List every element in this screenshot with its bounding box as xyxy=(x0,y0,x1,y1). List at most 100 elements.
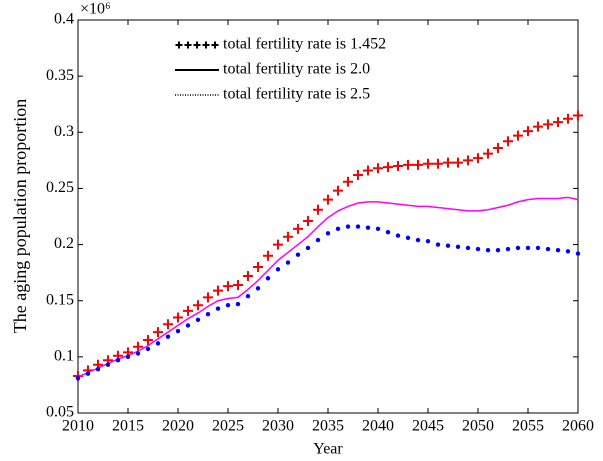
dot-marker xyxy=(435,242,441,247)
plus-marker xyxy=(283,231,293,242)
plus-marker xyxy=(453,157,463,168)
plus-marker xyxy=(323,194,333,205)
dot-marker xyxy=(105,362,111,367)
plus-marker xyxy=(473,153,483,164)
plus-marker xyxy=(543,119,553,130)
legend-label: total fertility rate is 1.452 xyxy=(223,36,386,53)
plus-marker xyxy=(293,223,303,234)
dot-marker xyxy=(385,230,391,235)
plus-marker xyxy=(173,312,183,323)
dot-marker xyxy=(195,317,201,323)
dot-marker xyxy=(495,247,501,253)
dot-marker xyxy=(115,358,121,363)
dot-marker xyxy=(135,351,141,356)
dot-marker xyxy=(375,226,381,232)
dot-marker xyxy=(545,246,551,252)
plus-marker xyxy=(533,121,543,132)
plus-marker xyxy=(263,250,273,261)
plus-marker xyxy=(443,157,453,168)
dot-marker xyxy=(325,231,331,236)
plus-marker xyxy=(333,185,343,196)
dot-marker xyxy=(165,334,171,339)
plus-marker xyxy=(573,110,583,121)
dot-marker xyxy=(535,245,541,251)
plus-marker xyxy=(253,262,263,273)
dot-marker xyxy=(265,276,271,281)
plus-marker xyxy=(503,136,513,147)
y-tick-label: 0.2 xyxy=(54,235,74,252)
x-tick-label: 2040 xyxy=(362,418,394,435)
plus-marker xyxy=(143,335,153,346)
dot-marker xyxy=(405,235,411,241)
plus-marker xyxy=(203,292,213,303)
dot-marker xyxy=(155,341,161,346)
plus-marker xyxy=(153,327,163,338)
y-tick-label: 0.4 xyxy=(54,11,74,28)
plus-marker xyxy=(243,271,253,282)
dot-marker xyxy=(345,224,351,229)
dot-marker xyxy=(465,245,471,251)
dot-marker xyxy=(425,239,431,244)
plot-frame xyxy=(77,19,579,414)
plus-marker xyxy=(353,169,363,180)
legend-marker xyxy=(184,41,192,49)
y-tick-label: 0.25 xyxy=(46,179,74,196)
dot-marker xyxy=(305,245,311,251)
x-tick-label: 2010 xyxy=(62,418,94,435)
dot-marker xyxy=(215,306,221,311)
dot-marker xyxy=(255,286,261,291)
dot-marker xyxy=(275,267,281,272)
plus-marker xyxy=(423,158,433,169)
dot-marker xyxy=(505,246,511,252)
plus-marker xyxy=(563,113,573,124)
plus-marker xyxy=(553,117,563,128)
y-tick-label: 0.35 xyxy=(46,67,74,84)
dot-marker xyxy=(455,244,461,250)
dot-marker xyxy=(125,354,131,360)
y-tick-label: 0.3 xyxy=(54,123,74,140)
dot-marker xyxy=(75,375,81,381)
plus-marker xyxy=(483,148,493,159)
x-tick-label: 2030 xyxy=(262,418,294,435)
plus-marker xyxy=(193,300,203,311)
dot-marker xyxy=(395,233,401,238)
plus-marker xyxy=(133,341,143,352)
x-tick-label: 2045 xyxy=(412,418,444,435)
dot-marker xyxy=(145,346,151,352)
dot-marker xyxy=(565,249,571,254)
plus-marker xyxy=(413,159,423,170)
x-axis-label: Year xyxy=(313,441,343,458)
plus-marker xyxy=(363,165,373,176)
dot-marker xyxy=(555,247,561,253)
y-axis-label: The aging population proportion xyxy=(10,99,30,333)
plus-marker xyxy=(493,143,503,154)
dot-marker xyxy=(205,311,211,317)
dot-marker xyxy=(525,245,531,251)
plus-marker xyxy=(463,155,473,166)
plus-marker xyxy=(313,204,323,215)
x-tick-label: 2050 xyxy=(462,418,494,435)
dot-marker xyxy=(445,243,451,248)
plus-marker xyxy=(223,281,233,292)
plus-marker xyxy=(303,215,313,226)
dot-marker xyxy=(575,251,581,256)
plus-marker xyxy=(163,319,173,330)
x-tick-label: 2035 xyxy=(312,418,344,435)
dot-marker xyxy=(295,252,301,257)
x-tick-label: 2060 xyxy=(562,418,594,435)
multiplier: ×10⁶ xyxy=(80,1,111,18)
legend-marker xyxy=(175,41,183,49)
dot-marker xyxy=(355,224,361,229)
dot-marker xyxy=(485,247,491,253)
x-tick-label: 2015 xyxy=(112,418,144,435)
dot-marker xyxy=(245,294,251,299)
plus-marker xyxy=(393,160,403,171)
dot-marker xyxy=(235,301,241,307)
legend-marker xyxy=(211,41,219,49)
dot-marker xyxy=(95,367,101,372)
plus-marker xyxy=(383,162,393,173)
legend-label: total fertility rate is 2.5 xyxy=(223,86,370,103)
plus-marker xyxy=(513,130,523,141)
dot-marker xyxy=(85,371,91,376)
